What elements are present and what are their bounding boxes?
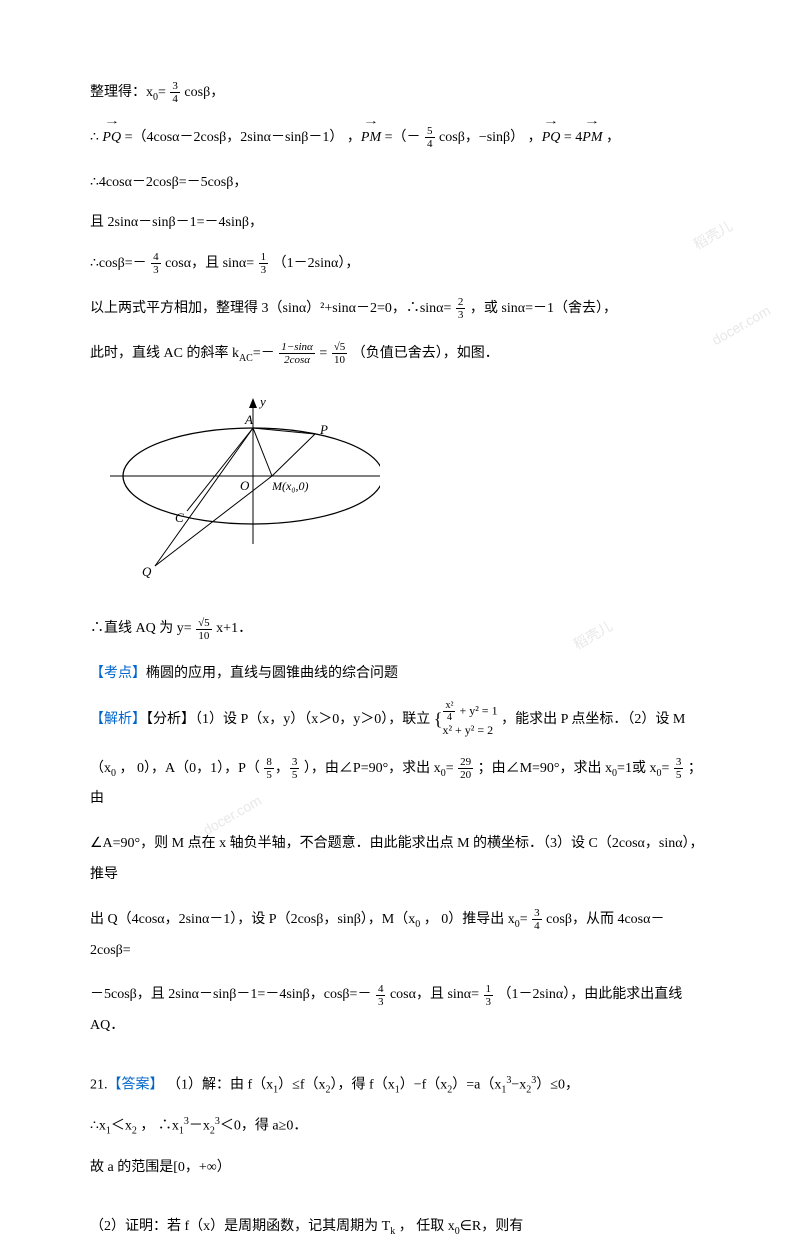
kaodian-line: 【考点】椭圆的应用，直线与圆锥曲线的综合问题 <box>90 659 704 690</box>
svg-text:y: y <box>258 394 266 409</box>
jiexi-line: （x0 ， 0），A（0，1），P（ 85，35 ），由∠P=90°，求出 x0… <box>90 754 704 816</box>
figure-svg: y x A P O M(x₀,0) C Q <box>90 384 380 584</box>
text-line: 此时，直线 AC 的斜率 kAC=－ 1−sinα2cosα = √510 （负… <box>90 339 704 370</box>
text-line: 且 2sinα－sinβ－1=－4sinβ， <box>90 208 704 239</box>
svg-text:P: P <box>319 422 328 437</box>
svg-text:Q: Q <box>142 564 152 579</box>
q21-line: （2）证明：若 f（x）是周期函数，记其周期为 Tk ， 任取 x0∈R，则有 <box>90 1212 704 1242</box>
text-line: ∴cosβ=－ 43 cosα，且 sinα= 13 （1－2sinα）， <box>90 249 704 280</box>
q21-line: ∴x1＜x2 ， ∴x13－x23＜0，得 a≥0． <box>90 1111 704 1142</box>
watermark: docer.com <box>706 296 777 355</box>
jiexi-line: ∠A=90°，则 M 点在 x 轴负半轴，不合题意．由此能求出点 M 的横坐标．… <box>90 829 704 891</box>
vector-pq: PQ <box>542 123 561 154</box>
jiexi-line: 【解析】【分析】（1）设 P（x，y）（x＞0，y＞0），联立 {x²4 + y… <box>90 700 704 740</box>
svg-text:A: A <box>244 412 253 427</box>
kaodian-label: 【考点】 <box>90 666 146 681</box>
text-line: 以上两式平方相加，整理得 3（sinα）²+sinα－2=0，∴sinα= 23… <box>90 294 704 325</box>
vector-pq: PQ <box>102 123 121 154</box>
vector-pm: PM <box>361 123 381 154</box>
jiexi-line: －5cosβ，且 2sinα－sinβ－1=－4sinβ，cosβ=－ 43 c… <box>90 980 704 1042</box>
text-line: 整理得：x0= 34 cosβ， <box>90 78 704 109</box>
svg-text:O: O <box>240 478 250 493</box>
svg-text:C: C <box>175 510 184 525</box>
jiexi-label: 【解析】 <box>90 712 146 727</box>
q21-line: 故 a 的范围是[0，+∞） <box>90 1153 704 1184</box>
q21-line: 21.【答案】 （1）解：由 f（x1）≤f（x2），得 f（x1）−f（x2）… <box>90 1070 704 1101</box>
svg-text:M(x₀,0): M(x₀,0) <box>271 479 309 493</box>
text-line: ∴4cosα－2cosβ=－5cosβ， <box>90 168 704 199</box>
text-line: ∴直线 AQ 为 y= √510 x+1． <box>90 614 704 645</box>
ellipse-figure: y x A P O M(x₀,0) C Q <box>90 384 704 597</box>
text-line: ∴ PQ =（4cosα－2cosβ，2sinα－sinβ－1） ，PM =（－… <box>90 123 704 154</box>
vector-pm: PM <box>582 123 602 154</box>
jiexi-line: 出 Q（4cosα，2sinα－1），设 P（2cosβ，sinβ），M（x0 … <box>90 905 704 967</box>
answer-label: 【答案】 <box>108 1078 164 1093</box>
